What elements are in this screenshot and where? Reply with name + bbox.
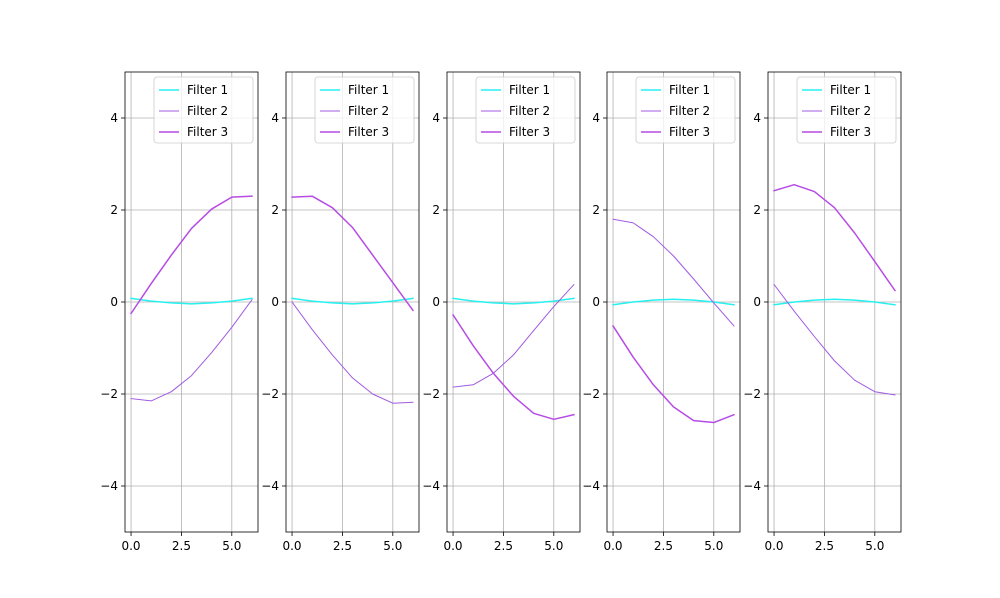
y-tick-label: 2 <box>271 203 279 217</box>
y-tick-label: 2 <box>592 203 600 217</box>
y-tick-label: 2 <box>753 203 761 217</box>
y-tick-label: 4 <box>110 111 118 125</box>
y-tick-label: −2 <box>261 387 279 401</box>
legend-label-filter-3: Filter 3 <box>348 125 389 139</box>
y-tick-label: 2 <box>432 203 440 217</box>
legend-label-filter-1: Filter 1 <box>348 83 389 97</box>
legend-label-filter-3: Filter 3 <box>509 125 550 139</box>
legend: Filter 1 Filter 2 Filter 3 <box>314 76 415 144</box>
x-tick-label: 0.0 <box>121 539 140 553</box>
legend-box <box>796 76 897 144</box>
subplot-1: 0.0 2.5 5.0 −4 −2 0 2 4 Filter 1 Filter 2 Filter 3 <box>100 71 259 553</box>
legend-label-filter-3: Filter 3 <box>830 125 871 139</box>
x-tick-label: 0.0 <box>282 539 301 553</box>
y-tick-label: 4 <box>753 111 761 125</box>
y-tick-label: −2 <box>582 387 600 401</box>
legend: Filter 1 Filter 2 Filter 3 <box>153 76 254 144</box>
x-tick-label: 0.0 <box>443 539 462 553</box>
x-tick-label: 2.5 <box>172 539 191 553</box>
y-tick-label: −2 <box>743 387 761 401</box>
legend-label-filter-2: Filter 2 <box>830 104 871 118</box>
legend: Filter 1 Filter 2 Filter 3 <box>475 76 576 144</box>
legend: Filter 1 Filter 2 Filter 3 <box>635 76 736 144</box>
y-tick-label: 4 <box>432 111 440 125</box>
y-tick-label: 0 <box>110 295 118 309</box>
x-tick-label: 5.0 <box>865 539 884 553</box>
legend-box <box>314 76 415 144</box>
series-line-filter-1 <box>773 298 896 306</box>
x-tick-label: 2.5 <box>333 539 352 553</box>
series-line-filter-2 <box>130 299 253 402</box>
x-tick-label: 2.5 <box>654 539 673 553</box>
y-tick-label: −2 <box>422 387 440 401</box>
y-tick-label: −4 <box>743 479 761 493</box>
series-line-filter-1 <box>452 297 575 305</box>
x-tick-label: 0.0 <box>764 539 783 553</box>
legend-box <box>475 76 576 144</box>
subplots-group: 0.0 2.5 5.0 −4 −2 0 2 4 Filter 1 Filter 2 Filter 3… <box>100 71 902 553</box>
x-tick-label: 5.0 <box>383 539 402 553</box>
series-line-filter-1 <box>291 297 414 305</box>
x-tick-label: 2.5 <box>494 539 513 553</box>
legend-label-filter-1: Filter 1 <box>830 83 871 97</box>
y-tick-label: 4 <box>271 111 279 125</box>
y-tick-label: 0 <box>592 295 600 309</box>
subplot-2: 0.0 2.5 5.0 −4 −2 0 2 4 Filter 1 Filter 2 Filter 3 <box>261 71 420 553</box>
legend-label-filter-2: Filter 2 <box>509 104 550 118</box>
series-line-filter-1 <box>130 297 253 305</box>
legend-label-filter-2: Filter 2 <box>348 104 389 118</box>
series-line-filter-3 <box>773 183 896 292</box>
y-tick-label: −2 <box>100 387 118 401</box>
subplot-4: 0.0 2.5 5.0 −4 −2 0 2 4 Filter 1 Filter 2 Filter 3 <box>582 71 741 553</box>
series-line-filter-2 <box>612 218 735 327</box>
x-tick-label: 5.0 <box>222 539 241 553</box>
series-line-filter-3 <box>452 313 575 421</box>
legend-label-filter-3: Filter 3 <box>187 125 228 139</box>
subplot-3: 0.0 2.5 5.0 −4 −2 0 2 4 Filter 1 Filter 2 Filter 3 <box>422 71 581 553</box>
legend-label-filter-2: Filter 2 <box>187 104 228 118</box>
subplot-5: 0.0 2.5 5.0 −4 −2 0 2 4 Filter 1 Filter 2 Filter 3 <box>743 71 902 553</box>
series-line-filter-1 <box>612 298 735 306</box>
legend: Filter 1 Filter 2 Filter 3 <box>796 76 897 144</box>
x-tick-label: 5.0 <box>704 539 723 553</box>
y-tick-label: −4 <box>422 479 440 493</box>
series-line-filter-3 <box>291 195 414 312</box>
y-tick-label: −4 <box>261 479 279 493</box>
y-tick-label: 0 <box>432 295 440 309</box>
y-tick-label: −4 <box>100 479 118 493</box>
legend-label-filter-2: Filter 2 <box>669 104 710 118</box>
y-tick-label: 2 <box>110 203 118 217</box>
legend-label-filter-3: Filter 3 <box>669 125 710 139</box>
series-line-filter-2 <box>452 283 575 388</box>
y-tick-label: −4 <box>582 479 600 493</box>
series-line-filter-3 <box>612 324 735 424</box>
y-tick-label: 4 <box>592 111 600 125</box>
y-tick-label: 0 <box>271 295 279 309</box>
legend-label-filter-1: Filter 1 <box>509 83 550 97</box>
legend-label-filter-1: Filter 1 <box>669 83 710 97</box>
legend-box <box>153 76 254 144</box>
legend-box <box>635 76 736 144</box>
x-tick-label: 0.0 <box>603 539 622 553</box>
series-line-filter-2 <box>291 301 414 404</box>
y-tick-label: 0 <box>753 295 761 309</box>
series-line-filter-3 <box>130 195 253 315</box>
x-tick-label: 5.0 <box>544 539 563 553</box>
x-tick-label: 2.5 <box>815 539 834 553</box>
legend-label-filter-1: Filter 1 <box>187 83 228 97</box>
series-line-filter-2 <box>773 283 896 396</box>
